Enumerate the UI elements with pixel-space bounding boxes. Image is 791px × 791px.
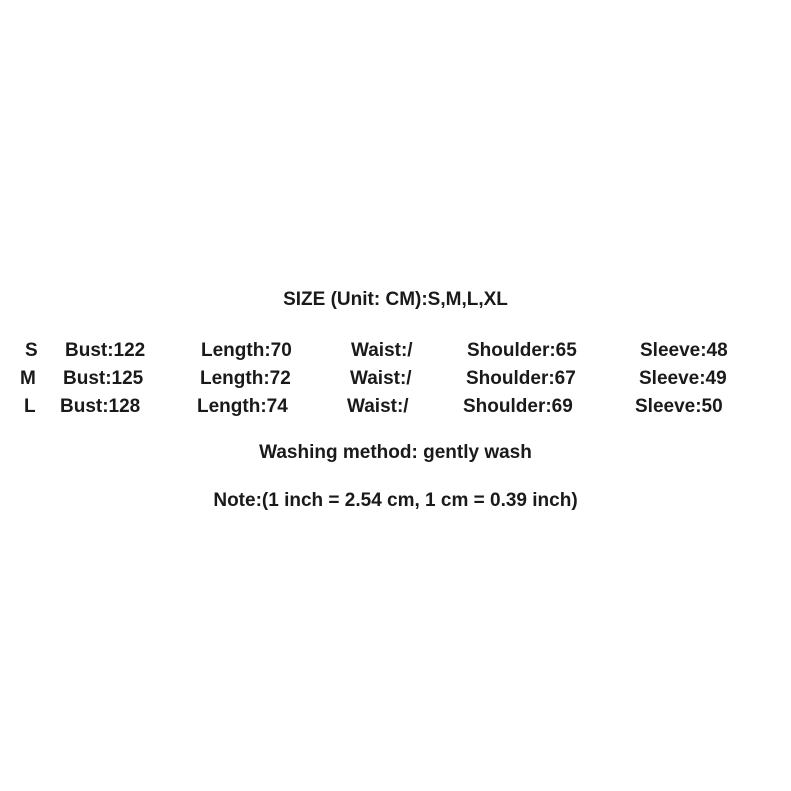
length-value: Length:72 (200, 368, 291, 389)
shoulder-value: Shoulder:65 (467, 340, 577, 361)
sleeve-value: Sleeve:50 (635, 396, 723, 417)
size-label: L (24, 396, 36, 417)
size-label: S (25, 340, 38, 361)
bust-value: Bust:122 (65, 340, 146, 361)
length-value: Length:70 (201, 340, 292, 361)
washing-method: Washing method: gently wash (259, 442, 532, 463)
waist-value: Waist:/ (350, 368, 412, 389)
waist-value: Waist:/ (347, 396, 409, 417)
sleeve-value: Sleeve:49 (639, 368, 727, 389)
waist-value: Waist:/ (351, 340, 413, 361)
shoulder-value: Shoulder:67 (466, 368, 576, 389)
length-value: Length:74 (197, 396, 288, 417)
bust-value: Bust:125 (63, 368, 144, 389)
bust-value: Bust:128 (60, 396, 141, 417)
size-label: M (20, 368, 36, 389)
shoulder-value: Shoulder:69 (463, 396, 573, 417)
sleeve-value: Sleeve:48 (640, 340, 728, 361)
unit-conversion-note: Note:(1 inch = 2.54 cm, 1 cm = 0.39 inch… (213, 490, 578, 511)
size-chart-title: SIZE (Unit: CM):S,M,L,XL (283, 289, 508, 310)
